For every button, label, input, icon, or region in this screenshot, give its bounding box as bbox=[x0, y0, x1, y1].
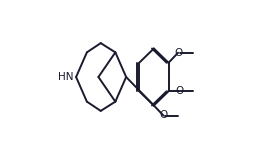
Text: O: O bbox=[176, 86, 184, 96]
Text: O: O bbox=[159, 111, 167, 120]
Text: O: O bbox=[174, 48, 182, 58]
Text: HN: HN bbox=[58, 72, 73, 82]
